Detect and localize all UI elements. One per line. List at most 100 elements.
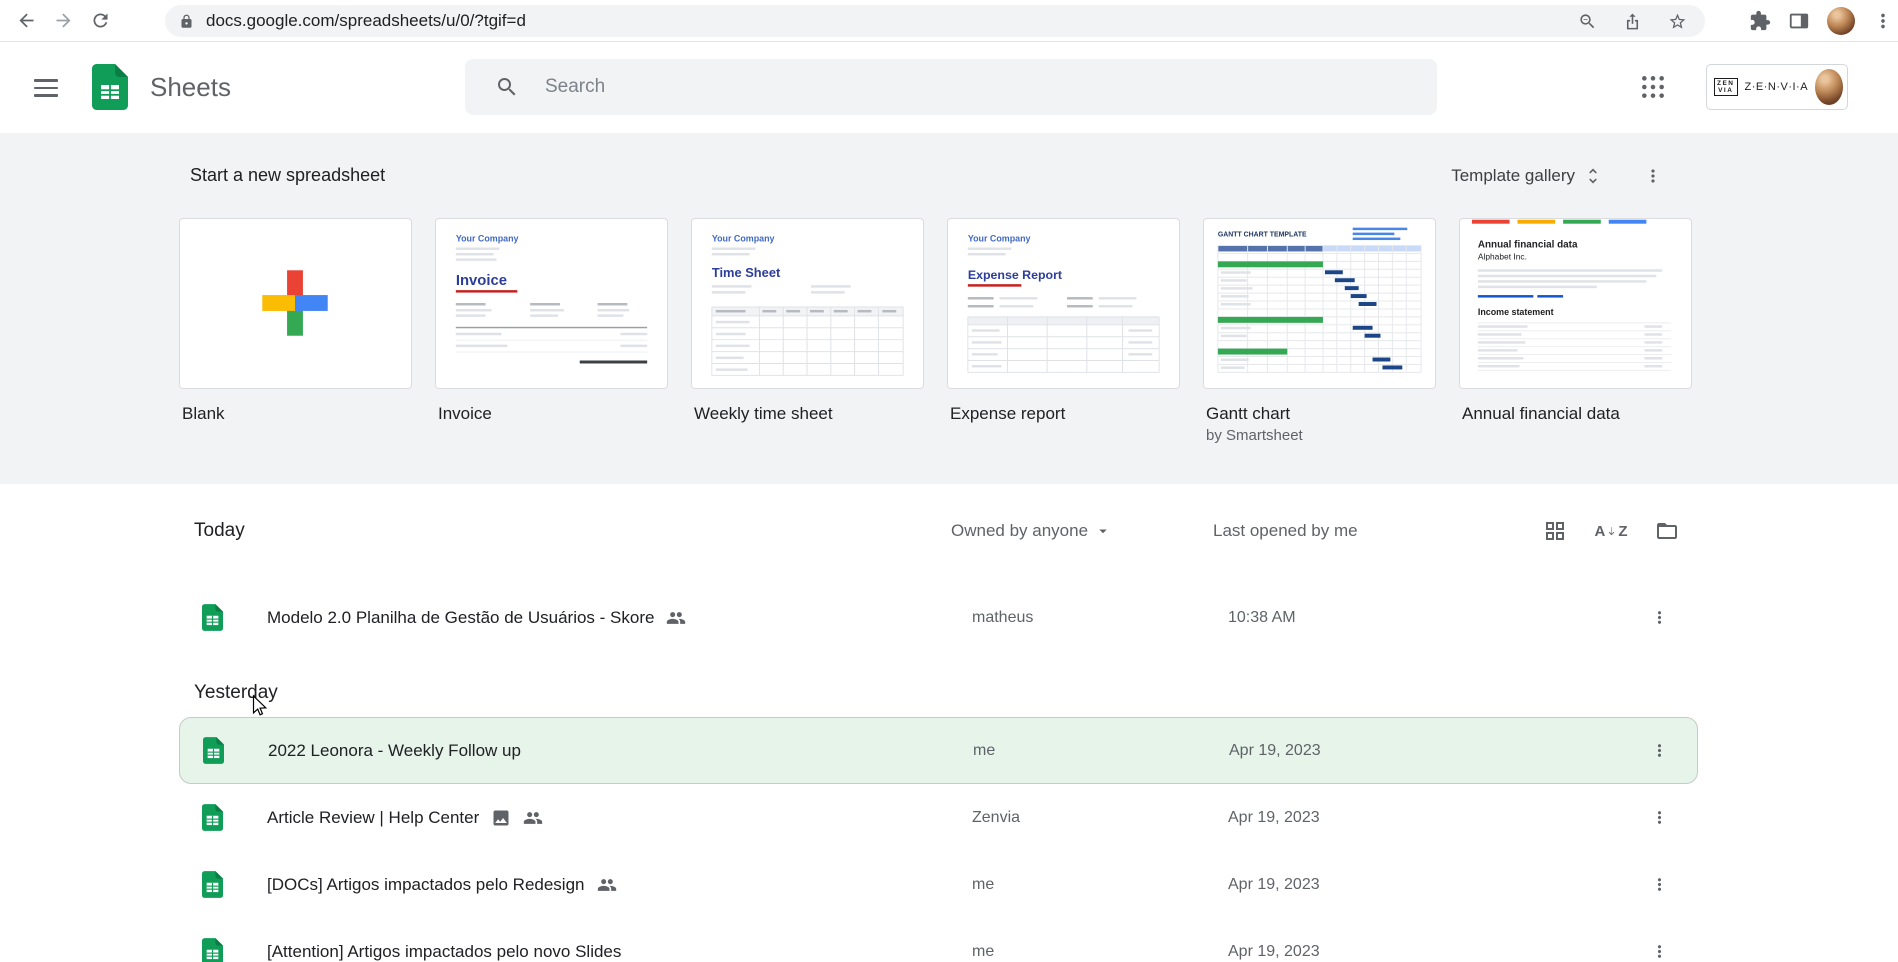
file-title: 2022 Leonora - Weekly Follow up bbox=[268, 740, 521, 760]
sheets-logo-icon[interactable] bbox=[92, 64, 128, 110]
svg-text:Invoice: Invoice bbox=[456, 273, 507, 289]
shared-people-icon bbox=[597, 878, 616, 891]
more-vert-icon bbox=[1657, 811, 1662, 824]
account-avatar[interactable] bbox=[1815, 69, 1843, 105]
svg-text:Expense Report: Expense Report bbox=[968, 268, 1062, 282]
row-menu-button[interactable] bbox=[1640, 598, 1680, 638]
side-panel-icon bbox=[1789, 13, 1809, 28]
file-list: Today Owned by anyone Last opened by me … bbox=[179, 508, 1698, 962]
template-card-gantt-chart[interactable]: GANTT CHART TEMPLATE bbox=[1203, 218, 1436, 446]
reload-button[interactable] bbox=[90, 10, 111, 31]
sheets-file-icon bbox=[202, 604, 223, 631]
file-row[interactable]: Modelo 2.0 Planilha de Gestão de Usuário… bbox=[179, 584, 1698, 651]
template-card-blank[interactable]: Blank bbox=[179, 218, 412, 446]
file-row[interactable]: [DOCs] Artigos impactados pelo Redesign … bbox=[179, 851, 1698, 918]
file-title: [DOCs] Artigos impactados pelo Redesign bbox=[267, 874, 585, 894]
bookmark-star-icon[interactable] bbox=[1668, 12, 1687, 31]
file-owner: matheus bbox=[972, 608, 1034, 626]
file-last-opened: 10:38 AM bbox=[1228, 608, 1296, 626]
account-name: Z·E·N·V·I·A bbox=[1744, 81, 1809, 93]
file-owner: me bbox=[972, 942, 995, 960]
back-button[interactable] bbox=[16, 10, 37, 31]
more-vert-icon bbox=[1657, 878, 1662, 891]
file-last-opened: Apr 19, 2023 bbox=[1228, 808, 1320, 826]
browser-menu-button[interactable] bbox=[1872, 10, 1894, 32]
account-badge[interactable]: ZEN VIA Z·E·N·V·I·A bbox=[1706, 64, 1848, 110]
open-file-picker-button[interactable] bbox=[1654, 518, 1680, 544]
file-last-opened: Apr 19, 2023 bbox=[1228, 875, 1320, 893]
file-row[interactable]: Article Review | Help Center Zenvia Apr … bbox=[179, 784, 1698, 851]
template-byline: by Smartsheet bbox=[1206, 427, 1303, 444]
list-header: Today Owned by anyone Last opened by me … bbox=[179, 508, 1698, 554]
file-title: [Attention] Artigos impactados pelo novo… bbox=[267, 941, 622, 961]
row-menu-button[interactable] bbox=[1640, 932, 1680, 962]
app-title: Sheets bbox=[150, 72, 231, 102]
timesheet-thumbnail: Your Company Time Sheet bbox=[711, 234, 904, 376]
apps-grid-icon bbox=[1642, 76, 1664, 98]
file-row-partial[interactable]: [Attention] Artigos impactados pelo novo… bbox=[179, 918, 1698, 962]
folder-icon bbox=[1657, 523, 1677, 539]
url-text: docs.google.com/spreadsheets/u/0/?tgif=d bbox=[206, 11, 526, 30]
group-label-yesterday: Yesterday bbox=[194, 682, 278, 703]
grid-view-button[interactable] bbox=[1542, 518, 1568, 544]
svg-text:Income statement: Income statement bbox=[1478, 307, 1554, 317]
app-header: Sheets Search ZEN VIA Z·E·N·V·I·A bbox=[0, 42, 1898, 133]
svg-text:Time Sheet: Time Sheet bbox=[712, 265, 781, 280]
group-label-today: Today bbox=[194, 520, 245, 541]
annual-thumbnail: Annual financial data Alphabet Inc. Inco… bbox=[1471, 219, 1672, 371]
template-label: Annual financial data bbox=[1462, 404, 1620, 423]
more-vert-icon bbox=[1651, 168, 1655, 183]
extensions-button[interactable] bbox=[1749, 10, 1771, 32]
svg-text:Your Company: Your Company bbox=[456, 234, 519, 244]
forward-button[interactable] bbox=[53, 10, 74, 31]
apps-grid-button[interactable] bbox=[1633, 67, 1673, 107]
file-owner: me bbox=[973, 741, 996, 759]
row-menu-button[interactable] bbox=[1640, 865, 1680, 905]
puzzle-icon bbox=[1750, 10, 1771, 30]
lock-icon bbox=[179, 14, 194, 29]
template-label: Invoice bbox=[438, 404, 492, 423]
template-label: Expense report bbox=[950, 404, 1066, 423]
template-label: Gantt chart bbox=[1206, 404, 1291, 423]
side-panel-button[interactable] bbox=[1788, 10, 1810, 32]
more-vert-icon bbox=[1657, 744, 1662, 757]
file-title: Article Review | Help Center bbox=[267, 807, 480, 827]
template-card-expense-report[interactable]: Your Company Expense Report bbox=[947, 218, 1180, 446]
browser-profile-avatar[interactable] bbox=[1827, 6, 1855, 35]
back-arrow-icon bbox=[19, 13, 34, 28]
row-menu-button[interactable] bbox=[1640, 798, 1680, 838]
template-label: Blank bbox=[182, 404, 225, 423]
expense-thumbnail: Your Company Expense Report bbox=[967, 234, 1160, 373]
sort-button[interactable]: A Z bbox=[1595, 518, 1628, 544]
svg-text:GANTT CHART TEMPLATE: GANTT CHART TEMPLATE bbox=[1218, 232, 1307, 239]
last-opened-header: Last opened by me bbox=[1213, 521, 1358, 540]
template-label: Weekly time sheet bbox=[694, 404, 833, 423]
template-card-annual-financial-data[interactable]: Annual financial data Alphabet Inc. Inco… bbox=[1459, 218, 1692, 446]
sort-az-icon: A Z bbox=[1594, 522, 1628, 540]
svg-text:Alphabet Inc.: Alphabet Inc. bbox=[1478, 251, 1527, 261]
main-menu-button[interactable] bbox=[24, 66, 68, 110]
sheets-file-icon bbox=[202, 804, 223, 831]
search-input[interactable]: Search bbox=[465, 59, 1437, 115]
template-card-weekly-time-sheet[interactable]: Your Company Time Sheet bbox=[691, 218, 924, 446]
search-placeholder: Search bbox=[545, 76, 606, 97]
template-menu-button[interactable] bbox=[1633, 156, 1673, 196]
url-bar[interactable]: docs.google.com/spreadsheets/u/0/?tgif=d bbox=[165, 5, 1705, 37]
share-icon[interactable] bbox=[1623, 12, 1642, 31]
more-vert-icon bbox=[1657, 945, 1662, 958]
template-card-invoice[interactable]: Your Company Invoice bbox=[435, 218, 668, 446]
image-icon bbox=[493, 810, 509, 825]
blank-plus-icon bbox=[262, 270, 328, 336]
owned-by-filter[interactable]: Owned by anyone bbox=[951, 521, 1112, 541]
sheets-file-icon bbox=[203, 737, 224, 764]
search-icon bbox=[498, 78, 516, 96]
row-menu-button[interactable] bbox=[1640, 731, 1680, 771]
browser-toolbar: docs.google.com/spreadsheets/u/0/?tgif=d bbox=[0, 0, 1898, 42]
zoom-icon[interactable] bbox=[1578, 12, 1597, 31]
template-gallery-button[interactable]: Template gallery bbox=[1445, 158, 1609, 194]
file-last-opened: Apr 19, 2023 bbox=[1228, 942, 1320, 960]
svg-text:Annual financial data: Annual financial data bbox=[1478, 239, 1578, 250]
file-row-selected[interactable]: 2022 Leonora - Weekly Follow up me Apr 1… bbox=[179, 717, 1698, 784]
reload-icon bbox=[93, 13, 108, 28]
zenvia-logo: ZEN VIA bbox=[1714, 78, 1738, 96]
